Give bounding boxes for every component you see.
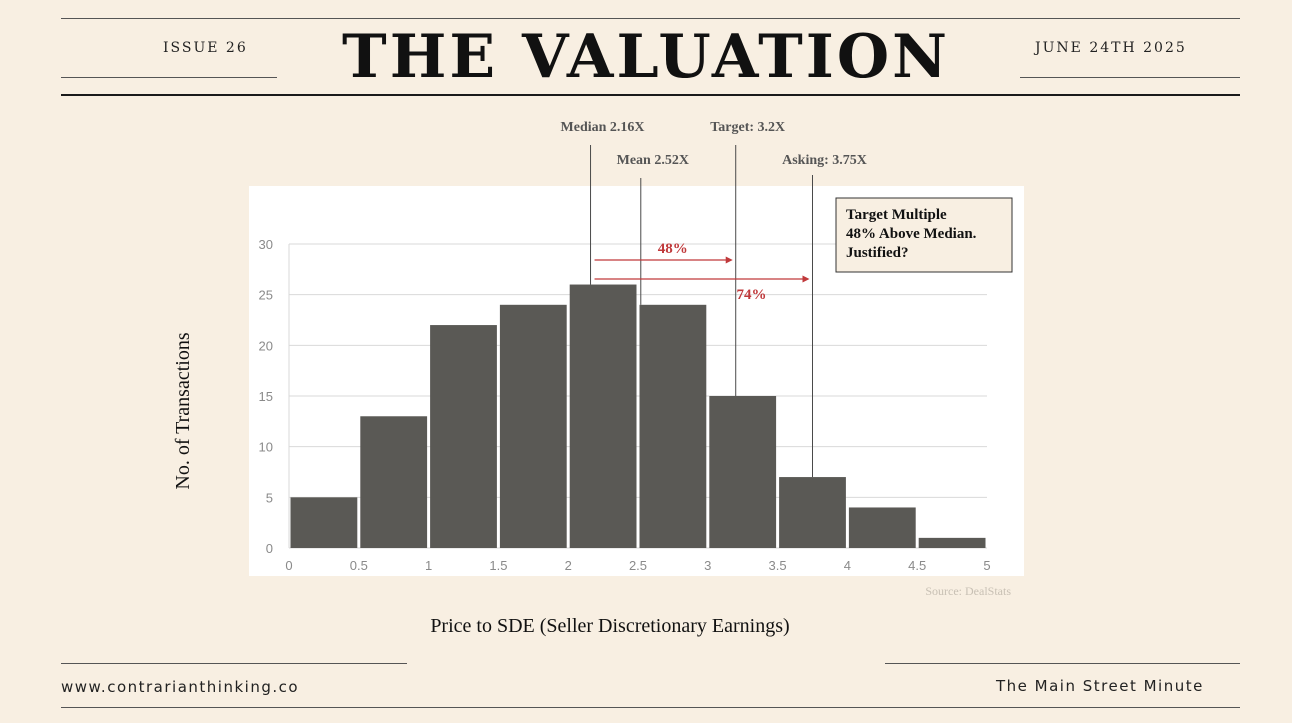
marker-label-1: Mean 2.52X [617, 153, 689, 168]
y-tick-label-25: 25 [259, 288, 273, 303]
x-tick-label-4.5: 4.5 [908, 558, 926, 573]
arrow-head-0 [725, 256, 733, 264]
x-tick-label-0.5: 0.5 [350, 558, 368, 573]
y-axis-label: No. of Transactions [172, 332, 194, 489]
website-link[interactable]: www.contrarianthinking.co [61, 678, 300, 696]
chart-bars [290, 284, 986, 548]
y-tick-label-10: 10 [259, 440, 273, 455]
histogram-bar-0 [290, 497, 358, 548]
marker-label-3: Asking: 3.75X [782, 153, 867, 168]
x-tick-label-3.5: 3.5 [769, 558, 787, 573]
y-tick-label-5: 5 [266, 490, 273, 505]
histogram-bar-1 [360, 416, 428, 548]
y-tick-label-15: 15 [259, 389, 273, 404]
source-note: Source: DealStats [925, 584, 1011, 598]
newsletter-brand: The Main Street Minute [996, 677, 1204, 695]
x-tick-label-3: 3 [704, 558, 711, 573]
callout-frame [835, 197, 1013, 273]
x-tick-label-4: 4 [844, 558, 851, 573]
page-title: THE VALUATION [342, 22, 950, 92]
issue-number: ISSUE 26 [163, 40, 248, 56]
x-tick-label-2.5: 2.5 [629, 558, 647, 573]
issue-date: JUNE 24TH 2025 [1035, 40, 1187, 56]
footer-right-rule [885, 663, 1240, 664]
y-tick-label-20: 20 [259, 338, 273, 353]
x-tick-label-1: 1 [425, 558, 432, 573]
x-axis-ticks: 0 0.5 1 1.5 2 2.5 3 3.5 4 4.5 5 [285, 558, 990, 573]
arrow-head-1 [802, 275, 810, 283]
x-tick-label-0: 0 [285, 558, 292, 573]
arrow-label-1: 74% [737, 287, 767, 303]
histogram-bar-9 [918, 537, 986, 548]
callout-line-2: 48% Above Median. [846, 226, 977, 242]
histogram-bar-2 [430, 325, 497, 548]
callout-box: Target Multiple 48% Above Median. Justif… [835, 197, 1013, 273]
footer-left-rule [61, 663, 407, 664]
marker-label-2: Target: 3.2X [710, 120, 785, 135]
histogram-bar-7 [779, 477, 846, 548]
header-top-rule [61, 18, 1240, 19]
histogram-bar-6 [709, 396, 777, 548]
header-left-underline [61, 77, 277, 78]
histogram-bar-4 [569, 284, 637, 548]
callout-line-1: Target Multiple [846, 207, 947, 223]
difference-arrows: 48% 74% [594, 241, 810, 303]
x-tick-label-2: 2 [565, 558, 572, 573]
callout-line-3: Justified? [846, 245, 909, 261]
marker-label-0: Median 2.16X [561, 120, 645, 135]
y-axis-ticks: 0 5 10 15 20 25 30 [259, 237, 273, 556]
footer-bottom-rule [61, 707, 1240, 708]
header-right-underline [1020, 77, 1240, 78]
histogram-bar-3 [499, 304, 567, 548]
y-tick-label-0: 0 [266, 541, 273, 556]
header-bottom-rule [61, 94, 1240, 96]
y-tick-label-30: 30 [259, 237, 273, 252]
histogram-bar-8 [848, 507, 916, 548]
x-axis-label: Price to SDE (Seller Discretionary Earni… [430, 615, 789, 637]
marker-lines: Median 2.16X Mean 2.52X Target: 3.2X Asking… [561, 120, 867, 478]
arrow-label-0: 48% [658, 241, 688, 257]
x-tick-label-1.5: 1.5 [489, 558, 507, 573]
x-tick-label-5: 5 [983, 558, 990, 573]
histogram-bar-5 [639, 304, 707, 548]
